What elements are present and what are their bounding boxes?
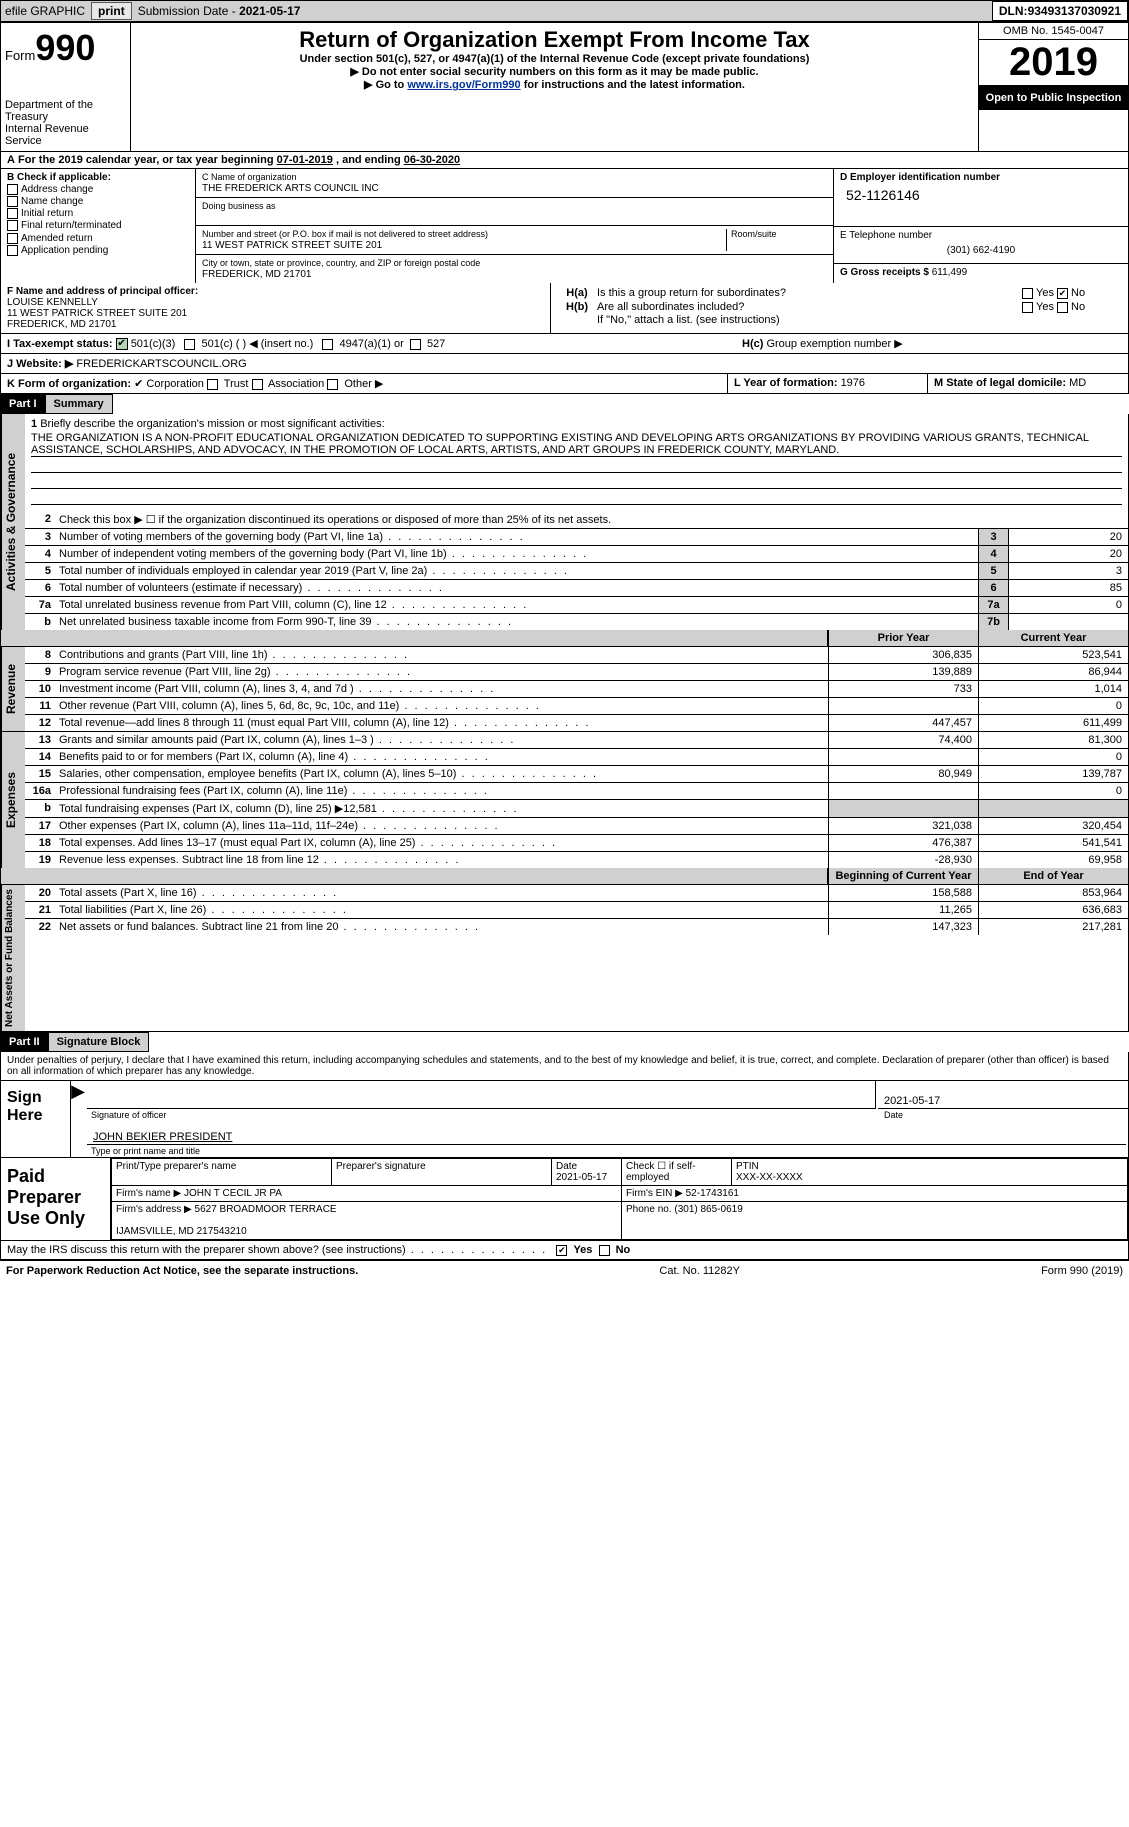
line-19: 19 Revenue less expenses. Subtract line …	[25, 852, 1128, 868]
line-12: 12 Total revenue—add lines 8 through 11 …	[25, 715, 1128, 731]
line-4: 4 Number of independent voting members o…	[25, 546, 1128, 563]
efile-label: efile GRAPHIC	[1, 4, 89, 18]
line-8: 8 Contributions and grants (Part VIII, l…	[25, 647, 1128, 664]
line-3: 3 Number of voting members of the govern…	[25, 529, 1128, 546]
line-14: 14 Benefits paid to or for members (Part…	[25, 749, 1128, 766]
form-title: Return of Organization Exempt From Incom…	[137, 27, 972, 53]
line-13: 13 Grants and similar amounts paid (Part…	[25, 732, 1128, 749]
open-inspection: Open to Public Inspection	[979, 86, 1128, 110]
header-right: OMB No. 1545-0047 2019 Open to Public In…	[978, 23, 1128, 151]
irs-link[interactable]: www.irs.gov/Form990	[407, 79, 520, 91]
omb: OMB No. 1545-0047	[979, 23, 1128, 40]
col-deg: D Employer identification number52-11261…	[833, 169, 1128, 283]
sub1: Under section 501(c), 527, or 4947(a)(1)…	[137, 53, 972, 65]
info-block: B Check if applicable: Address change Na…	[0, 169, 1129, 283]
line-2: 2 Check this box ▶ ☐ if the organization…	[25, 511, 1128, 529]
tax-year: 2019	[979, 40, 1128, 86]
part2-header: Part IISignature Block	[0, 1032, 1129, 1052]
line-b: b Total fundraising expenses (Part IX, c…	[25, 800, 1128, 818]
line-21: 21 Total liabilities (Part X, line 26) 1…	[25, 902, 1128, 919]
paid-preparer-label: Paid Preparer Use Only	[1, 1158, 111, 1240]
sign-here-label: Sign Here	[1, 1081, 71, 1157]
net-header: Beginning of Current Year End of Year	[1, 868, 1128, 885]
row-klm: K Form of organization: ✔ Corporation Tr…	[0, 374, 1129, 394]
line-10: 10 Investment income (Part VIII, column …	[25, 681, 1128, 698]
mission-block: 1 Briefly describe the organization's mi…	[25, 414, 1128, 511]
line-5: 5 Total number of individuals employed i…	[25, 563, 1128, 580]
paid-preparer-table: Print/Type preparer's name Preparer's si…	[111, 1158, 1128, 1240]
sign-arrow-icon: ▶	[71, 1081, 85, 1157]
line-9: 9 Program service revenue (Part VIII, li…	[25, 664, 1128, 681]
form-header: Form990 Department of the Treasury Inter…	[0, 22, 1129, 152]
line-6: 6 Total number of volunteers (estimate i…	[25, 580, 1128, 597]
discuss-row: May the IRS discuss this return with the…	[1, 1240, 1128, 1259]
col-h: H(a)Is this a group return for subordina…	[551, 283, 1128, 333]
page-footer: For Paperwork Reduction Act Notice, see …	[0, 1260, 1129, 1281]
tab-expenses: Expenses	[1, 732, 25, 868]
col-c: C Name of organizationTHE FREDERICK ARTS…	[196, 169, 833, 283]
topbar: efile GRAPHIC print Submission Date - 20…	[0, 0, 1129, 22]
sub2: ▶ Do not enter social security numbers o…	[137, 65, 972, 78]
line-20: 20 Total assets (Part X, line 16) 158,58…	[25, 885, 1128, 902]
signature-block: Under penalties of perjury, I declare th…	[0, 1052, 1129, 1260]
line-15: 15 Salaries, other compensation, employe…	[25, 766, 1128, 783]
dept-label: Department of the Treasury Internal Reve…	[5, 99, 126, 147]
line-16a: 16a Professional fundraising fees (Part …	[25, 783, 1128, 800]
part1-header: Part ISummary	[0, 394, 1129, 414]
tab-netassets: Net Assets or Fund Balances	[1, 885, 25, 1031]
part1-body: Activities & Governance 1 Briefly descri…	[0, 414, 1129, 1032]
row-j: J Website: ▶ FREDERICKARTSCOUNCIL.ORG	[0, 354, 1129, 374]
line-7a: 7a Total unrelated business revenue from…	[25, 597, 1128, 614]
line-22: 22 Net assets or fund balances. Subtract…	[25, 919, 1128, 935]
tab-revenue: Revenue	[1, 647, 25, 731]
row-fh: F Name and address of principal officer:…	[0, 283, 1129, 334]
rev-header: Prior Year Current Year	[1, 630, 1128, 647]
col-b: B Check if applicable: Address change Na…	[1, 169, 196, 283]
line-b: b Net unrelated business taxable income …	[25, 614, 1128, 630]
header-mid: Return of Organization Exempt From Incom…	[131, 23, 978, 151]
header-left: Form990 Department of the Treasury Inter…	[1, 23, 131, 151]
sub3: ▶ Go to www.irs.gov/Form990 for instruct…	[137, 78, 972, 91]
col-f: F Name and address of principal officer:…	[1, 283, 551, 333]
dln: DLN: 93493137030921	[992, 1, 1128, 21]
row-i-hc: I Tax-exempt status: ✔ 501(c)(3) 501(c) …	[0, 334, 1129, 354]
tab-governance: Activities & Governance	[1, 414, 25, 630]
print-button[interactable]: print	[91, 2, 132, 20]
line-18: 18 Total expenses. Add lines 13–17 (must…	[25, 835, 1128, 852]
period-row: A For the 2019 calendar year, or tax yea…	[0, 152, 1129, 169]
line-11: 11 Other revenue (Part VIII, column (A),…	[25, 698, 1128, 715]
line-17: 17 Other expenses (Part IX, column (A), …	[25, 818, 1128, 835]
subdate-label: Submission Date - 2021-05-17	[134, 4, 305, 18]
